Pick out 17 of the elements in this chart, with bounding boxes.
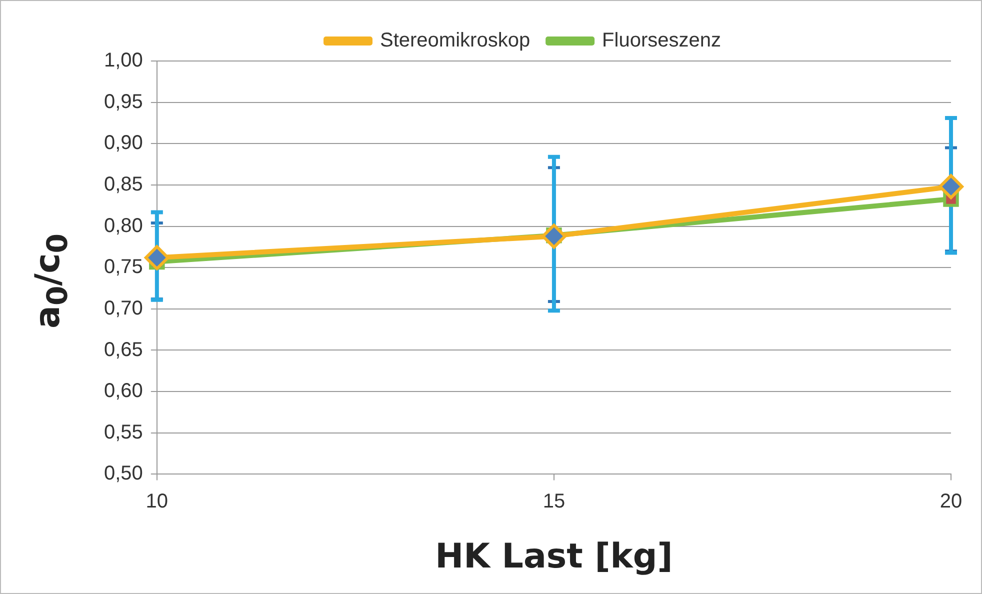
x-tick-label: 15 (542, 490, 566, 513)
y-tick-label: 0,75 (104, 256, 143, 278)
x-tick-label: 20 (940, 490, 962, 513)
y-tick-label: 0,55 (104, 421, 143, 444)
y-tick-label: 0,95 (104, 90, 143, 113)
y-tick-label: 1,00 (104, 50, 143, 72)
y-tick-label: 0,80 (104, 214, 143, 237)
legend-label: Stereomikroskop (380, 30, 530, 52)
x-axis-title: HK Last [kg] (435, 536, 673, 576)
y-tick-label: 0,90 (104, 132, 143, 154)
y-tick-label: 0,60 (104, 380, 143, 402)
y-tick-label: 0,85 (104, 173, 143, 196)
y-tick-label: 0,65 (104, 338, 143, 361)
x-tick-label: 10 (146, 490, 168, 513)
y-tick-label: 0,70 (104, 297, 143, 320)
y-tick-label: 0,50 (104, 462, 143, 485)
legend-label: Fluorseszenz (602, 30, 721, 52)
